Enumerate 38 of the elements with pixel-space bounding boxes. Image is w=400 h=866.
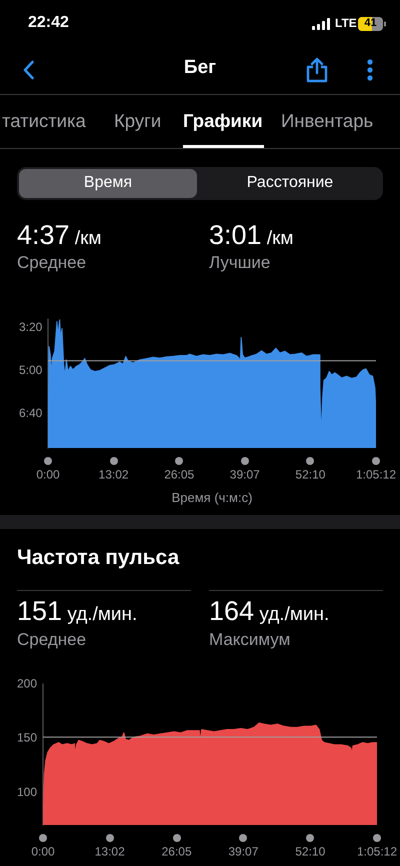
y-tick-label: 150 [17, 730, 38, 745]
text: Инвентарь [281, 110, 374, 132]
x-tick-label: 39:07 [228, 844, 259, 859]
text: Среднее [17, 253, 86, 273]
x-tick-label: 13:02 [98, 468, 129, 482]
text: 164 уд./мин. [209, 596, 330, 626]
x-tick-label: 0:00 [36, 468, 60, 482]
text: 3:01 /км [209, 220, 294, 250]
x-tick-label: 39:07 [230, 468, 260, 482]
y-tick-label: 100 [17, 784, 38, 799]
text: Круги [114, 110, 162, 132]
text: 22:42 [28, 14, 69, 32]
x-tick-label: 26:05 [164, 468, 195, 482]
text: Лучшие [209, 253, 270, 273]
text: Графики [183, 110, 263, 132]
text: Время [82, 174, 134, 192]
x-tick-label: 1:05:12 [356, 844, 398, 859]
chart-title: Частота пульса [17, 546, 180, 570]
text: 41 [358, 17, 383, 30]
text: 4:37 /км [17, 220, 102, 250]
y-tick-label: 5:00 [19, 362, 43, 377]
x-tick-label: 52:10 [295, 468, 326, 482]
x-tick-label: 13:02 [94, 844, 126, 859]
text: LTE [335, 16, 357, 31]
text: Расстояние [246, 174, 334, 192]
text: татистика [2, 110, 86, 132]
text: 151 уд./мин. [17, 596, 138, 626]
y-tick-label: 200 [17, 676, 38, 690]
x-tick-label: 52:10 [295, 844, 326, 859]
x-tick-label: 26:05 [162, 844, 192, 859]
x-axis-title: Время (ч:м:с) [172, 490, 252, 505]
y-tick-label: 6:40 [19, 406, 43, 420]
text: Максимум [209, 630, 290, 650]
x-tick-label: 1:05:12 [356, 468, 396, 482]
chart-title: Бег [182, 57, 218, 79]
y-tick-label: 3:20 [19, 320, 43, 334]
text: Среднее [17, 630, 86, 650]
x-tick-label: 0:00 [31, 844, 55, 859]
